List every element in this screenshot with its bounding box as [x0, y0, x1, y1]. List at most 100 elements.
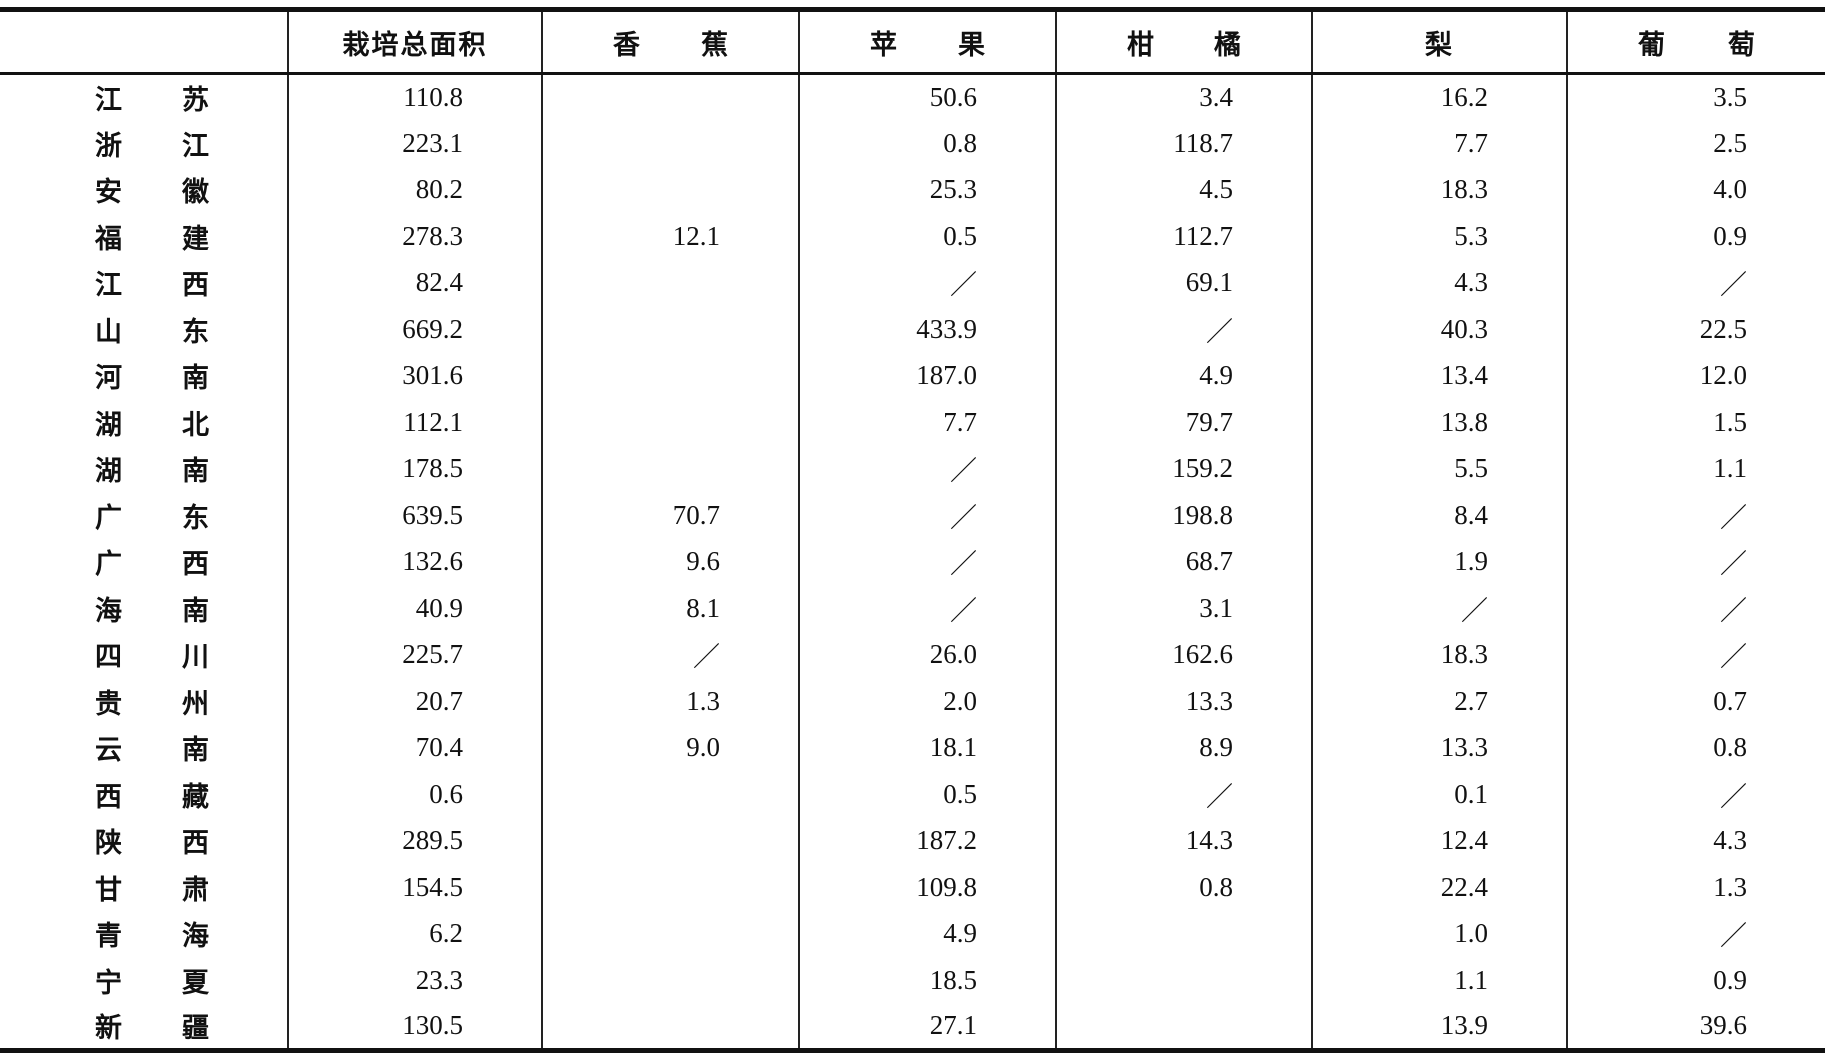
region-name: 湖北 — [95, 409, 209, 440]
value-cell — [541, 259, 799, 306]
region-cell: 安徽 — [0, 167, 288, 214]
value-cell: 12.1 — [541, 213, 799, 260]
value-cell: 6.2 — [287, 910, 542, 957]
value-cell: 4.5 — [1055, 166, 1312, 213]
value-cell: 8.1 — [541, 585, 799, 632]
region-name: 陕西 — [95, 828, 209, 859]
table-row: 湖南 178.5 ／ 159.2 5.5 1.1 — [0, 445, 1825, 492]
value-cell: 50.6 — [798, 73, 1056, 120]
value-cell: 301.6 — [287, 352, 542, 399]
value-cell: 1.3 — [1566, 864, 1825, 911]
header-row: 栽培总面积 香蕉 苹果 柑橘 梨 葡萄 — [0, 7, 1825, 75]
table-row: 四川 225.7 ／ 26.0 162.6 18.3 ／ — [0, 631, 1825, 678]
table-body: 江苏 110.8 50.6 3.4 16.2 3.5 浙江 223.1 0.8 118.7 7.7 2… — [0, 73, 1825, 1053]
value-cell: 3.5 — [1566, 73, 1825, 120]
value-cell: 187.2 — [798, 817, 1056, 864]
value-cell: 1.0 — [1311, 910, 1567, 957]
value-cell: ／ — [1055, 771, 1312, 818]
column-header: 苹果 — [798, 7, 1056, 75]
value-cell — [541, 864, 799, 911]
region-cell: 宁夏 — [0, 957, 288, 1004]
value-cell: ／ — [1566, 259, 1825, 306]
value-cell: 25.3 — [798, 166, 1056, 213]
value-cell: 159.2 — [1055, 445, 1312, 492]
value-cell: 4.0 — [1566, 166, 1825, 213]
value-cell: 12.4 — [1311, 817, 1567, 864]
value-cell: ／ — [1566, 910, 1825, 957]
value-cell: 0.1 — [1311, 771, 1567, 818]
region-cell: 浙江 — [0, 120, 288, 167]
value-cell: 0.8 — [798, 120, 1056, 167]
value-cell: ／ — [798, 492, 1056, 539]
value-cell: 198.8 — [1055, 492, 1312, 539]
value-cell: 0.5 — [798, 213, 1056, 260]
table-row: 西藏 0.6 0.5 ／ 0.1 ／ — [0, 771, 1825, 818]
table-row: 广东 639.5 70.7 ／ 198.8 8.4 ／ — [0, 492, 1825, 539]
value-cell: 112.7 — [1055, 213, 1312, 260]
value-cell: 0.9 — [1566, 957, 1825, 1004]
value-cell: 22.4 — [1311, 864, 1567, 911]
value-cell: 12.0 — [1566, 352, 1825, 399]
region-name: 云南 — [95, 735, 209, 766]
value-cell: ／ — [1566, 492, 1825, 539]
region-name: 贵州 — [95, 688, 209, 719]
table-row: 甘肃 154.5 109.8 0.8 22.4 1.3 — [0, 864, 1825, 911]
value-cell — [541, 73, 799, 120]
value-cell: 9.6 — [541, 538, 799, 585]
region-name: 河南 — [95, 363, 209, 394]
table-row: 安徽 80.2 25.3 4.5 18.3 4.0 — [0, 166, 1825, 214]
value-cell: 2.7 — [1311, 678, 1567, 725]
value-cell — [541, 1003, 799, 1053]
column-header: 香蕉 — [541, 7, 799, 75]
region-cell: 青海 — [0, 911, 288, 958]
value-cell: 5.5 — [1311, 445, 1567, 492]
column-header: 柑橘 — [1055, 7, 1312, 75]
value-cell: 79.7 — [1055, 399, 1312, 446]
value-cell: 70.4 — [287, 724, 542, 771]
value-cell — [541, 817, 799, 864]
value-cell — [541, 166, 799, 213]
value-cell — [541, 910, 799, 957]
table-row: 宁夏 23.3 18.5 1.1 0.9 — [0, 957, 1825, 1004]
region-name: 江西 — [95, 270, 209, 301]
value-cell: 110.8 — [287, 73, 542, 120]
value-cell: 178.5 — [287, 445, 542, 492]
value-cell: 187.0 — [798, 352, 1056, 399]
table-row: 海南 40.9 8.1 ／ 3.1 ／／ — [0, 585, 1825, 632]
value-cell: 289.5 — [287, 817, 542, 864]
data-table: 栽培总面积 香蕉 苹果 柑橘 梨 葡萄 江苏 110.8 50.6 3.4 16.2 3.5 浙江 22… — [0, 7, 1825, 1053]
value-cell: 82.4 — [287, 259, 542, 306]
column-header-text: 葡萄 — [1638, 29, 1755, 60]
region-name: 湖南 — [95, 456, 209, 487]
value-cell: 1.5 — [1566, 399, 1825, 446]
table-row: 江苏 110.8 50.6 3.4 16.2 3.5 — [0, 73, 1825, 120]
region-cell: 陕西 — [0, 818, 288, 865]
value-cell: 7.7 — [798, 399, 1056, 446]
region-cell: 湖北 — [0, 399, 288, 446]
value-cell: 112.1 — [287, 399, 542, 446]
value-cell: 18.5 — [798, 957, 1056, 1004]
value-cell: 13.9 — [1311, 1003, 1567, 1053]
value-cell: 80.2 — [287, 166, 542, 213]
region-name: 山东 — [95, 316, 209, 347]
value-cell — [1055, 910, 1312, 957]
value-cell: 1.9 — [1311, 538, 1567, 585]
value-cell: ／ — [1566, 631, 1825, 678]
value-cell: 225.7 — [287, 631, 542, 678]
value-cell: 22.5 — [1566, 306, 1825, 353]
value-cell: 20.7 — [287, 678, 542, 725]
table-row: 福建 278.3 12.1 0.5 112.7 5.3 0.9 — [0, 213, 1825, 260]
region-cell: 山东 — [0, 306, 288, 353]
value-cell: 2.0 — [798, 678, 1056, 725]
value-cell — [541, 306, 799, 353]
value-cell: 8.9 — [1055, 724, 1312, 771]
table-row: 贵州 20.7 1.3 2.0 13.3 2.7 0.7 — [0, 678, 1825, 725]
value-cell: 39.6 — [1566, 1003, 1825, 1053]
value-cell: 2.5 — [1566, 120, 1825, 167]
region-name: 福建 — [95, 223, 209, 254]
value-cell: 223.1 — [287, 120, 542, 167]
value-cell: 0.7 — [1566, 678, 1825, 725]
value-cell: 0.6 — [287, 771, 542, 818]
value-cell: 4.3 — [1566, 817, 1825, 864]
